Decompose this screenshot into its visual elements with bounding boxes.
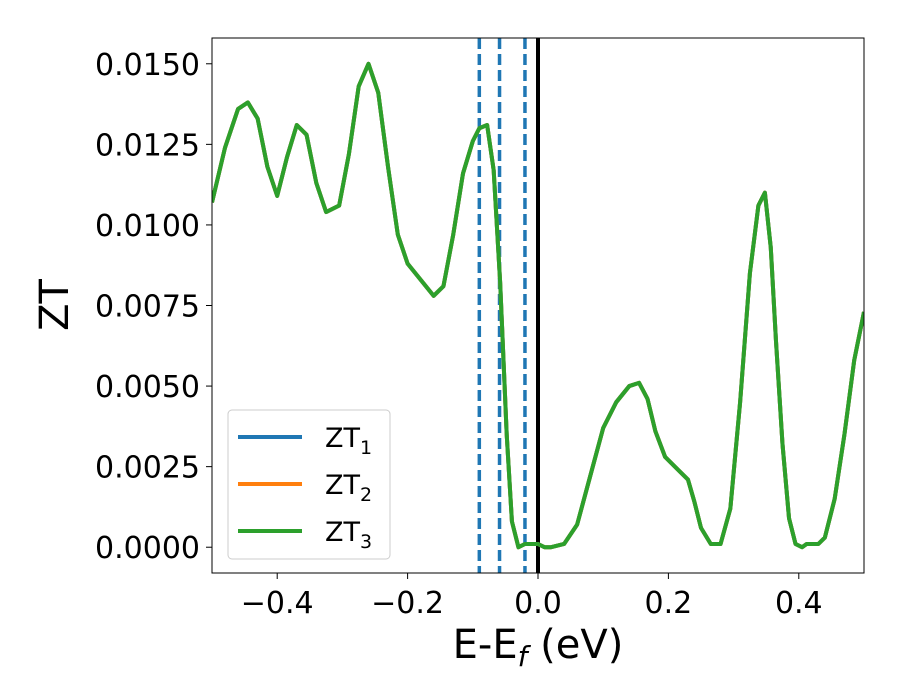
legend-frame bbox=[227, 409, 391, 560]
x-tick-label: 0.4 bbox=[775, 586, 823, 621]
x-tick-label: −0.2 bbox=[371, 586, 444, 621]
y-tick-label: 0.0050 bbox=[95, 370, 200, 405]
x-axis-label: E-Ef (eV) bbox=[453, 622, 624, 673]
y-tick-label: 0.0075 bbox=[95, 290, 200, 325]
legend-label-3: ZT3 bbox=[325, 517, 372, 553]
y-tick-label: 0.0025 bbox=[95, 451, 200, 486]
x-tick-label: 0.2 bbox=[645, 586, 693, 621]
legend-label-1: ZT1 bbox=[325, 423, 372, 459]
legend-label-2: ZT2 bbox=[325, 470, 372, 506]
x-tick-label: −0.4 bbox=[241, 586, 314, 621]
x-tick-label: 0.0 bbox=[514, 586, 562, 621]
y-tick-label: 0.0000 bbox=[95, 531, 200, 566]
legend: ZT1 ZT2 ZT3 bbox=[227, 409, 391, 560]
series-line-3 bbox=[212, 61, 864, 550]
y-axis-label: ZT bbox=[32, 279, 78, 331]
x-axis: −0.4 −0.2 0.0 0.2 0.4 bbox=[241, 573, 823, 621]
y-axis: 0.0000 0.0025 0.0050 0.0075 0.0100 0.0125 0.01… bbox=[95, 48, 212, 566]
y-tick-label: 0.0125 bbox=[95, 128, 200, 163]
y-tick-label: 0.0100 bbox=[95, 209, 200, 244]
y-tick-label: 0.0150 bbox=[95, 48, 200, 83]
